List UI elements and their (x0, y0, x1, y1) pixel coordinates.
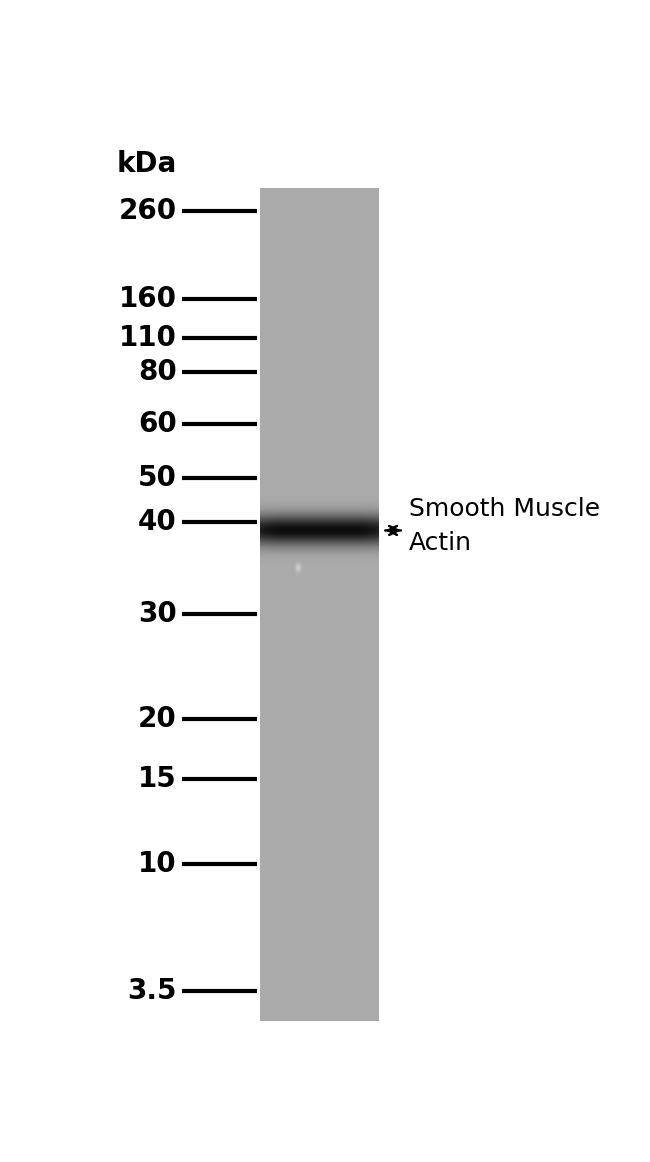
Text: 50: 50 (138, 464, 177, 492)
Text: 15: 15 (138, 766, 177, 794)
Text: 110: 110 (119, 324, 177, 352)
Text: 160: 160 (119, 285, 177, 313)
Text: 260: 260 (119, 198, 177, 225)
Text: 30: 30 (138, 600, 177, 627)
Text: kDa: kDa (117, 151, 177, 179)
Text: 60: 60 (138, 410, 177, 438)
Text: 3.5: 3.5 (127, 977, 177, 1005)
Text: 10: 10 (138, 851, 177, 878)
Text: 20: 20 (138, 705, 177, 733)
Text: Smooth Muscle: Smooth Muscle (409, 497, 600, 522)
Text: 80: 80 (138, 358, 177, 386)
Text: Actin: Actin (409, 531, 472, 555)
Text: 40: 40 (138, 509, 177, 537)
